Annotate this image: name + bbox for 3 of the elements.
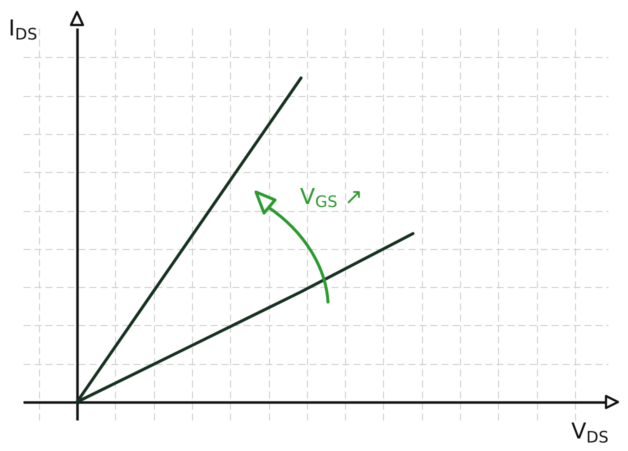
annotation: V$_{GS}$ ↗ bbox=[300, 185, 363, 211]
y-axis-title: I$_{DS}$ bbox=[8, 16, 38, 44]
x-axis-title: V$_{DS}$ bbox=[571, 420, 608, 446]
